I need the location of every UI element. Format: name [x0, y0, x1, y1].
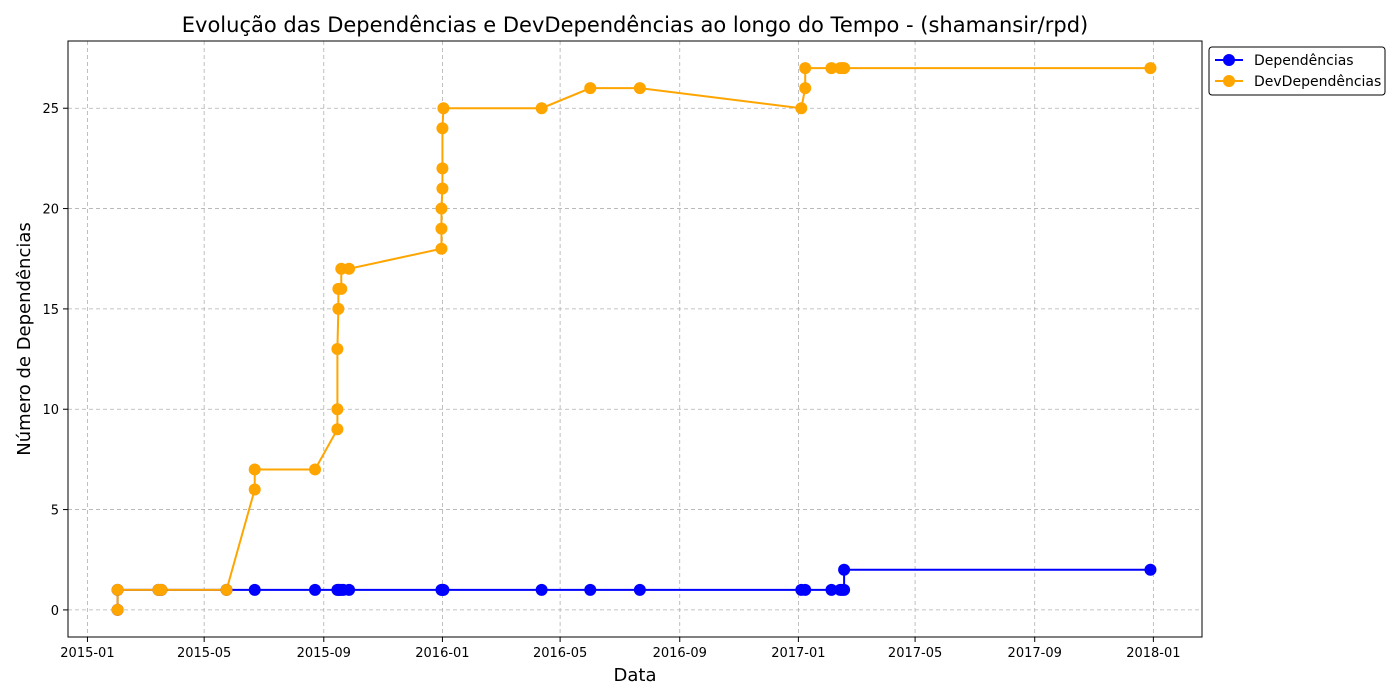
chart-title: Evolução das Dependências e DevDependênc… [182, 13, 1088, 37]
data-point-devdependencias [111, 603, 124, 616]
data-point-dependencias [838, 563, 851, 576]
data-point-devdependencias [248, 483, 261, 496]
series-points [111, 62, 1157, 616]
data-point-dependencias [838, 583, 851, 596]
y-tick-label: 5 [51, 504, 59, 519]
x-tick-label: 2017-09 [1008, 646, 1062, 661]
legend-label-dependencias: Dependências [1254, 53, 1354, 69]
legend-marker-dependencias [1223, 54, 1235, 66]
x-tick-label: 2016-09 [653, 646, 707, 661]
y-tick-label: 20 [42, 203, 59, 218]
x-tick-label: 2017-05 [888, 646, 942, 661]
data-point-dependencias [343, 583, 356, 596]
data-point-dependencias [535, 583, 548, 596]
y-tick-label: 10 [42, 403, 59, 418]
x-tick-label: 2015-09 [297, 646, 351, 661]
data-point-devdependencias [435, 202, 448, 215]
x-tick-label: 2016-01 [415, 646, 469, 661]
data-point-devdependencias [248, 463, 261, 476]
data-point-devdependencias [799, 62, 812, 75]
data-point-devdependencias [332, 302, 345, 315]
data-point-devdependencias [436, 182, 449, 195]
x-tick-label: 2015-05 [177, 646, 231, 661]
data-point-devdependencias [220, 583, 233, 596]
x-tick-label: 2017-01 [771, 646, 825, 661]
data-point-devdependencias [633, 82, 646, 95]
y-axis-ticks: 0 5 10 15 20 25 [42, 102, 68, 619]
y-tick-label: 15 [42, 303, 59, 318]
data-point-devdependencias [795, 102, 808, 115]
data-point-devdependencias [436, 162, 449, 175]
data-point-devdependencias [1144, 62, 1157, 75]
x-tick-label: 2018-01 [1126, 646, 1180, 661]
y-axis-label: Número de Dependências [14, 222, 35, 456]
data-point-dependencias [633, 583, 646, 596]
x-axis-ticks: 2015-01 2015-05 2015-09 2016-01 2016-05 2016-… [60, 637, 1181, 661]
data-point-devdependencias [799, 82, 812, 95]
data-point-devdependencias [111, 583, 124, 596]
data-point-devdependencias [435, 222, 448, 235]
y-tick-label: 0 [51, 604, 59, 619]
data-point-dependencias [1144, 563, 1157, 576]
data-point-devdependencias [155, 583, 168, 596]
legend-marker-devdependencias [1223, 75, 1235, 87]
data-point-dependencias [825, 583, 838, 596]
legend-box [1208, 46, 1386, 96]
data-point-devdependencias [343, 262, 356, 275]
data-point-devdependencias [331, 343, 344, 356]
data-point-devdependencias [838, 62, 851, 75]
data-point-devdependencias [309, 463, 322, 476]
data-point-dependencias [248, 583, 261, 596]
data-point-devdependencias [535, 102, 548, 115]
legend-label-devdependencias: DevDependências [1254, 74, 1381, 90]
series-line-devdependencias [116, 67, 1151, 610]
data-point-devdependencias [331, 423, 344, 436]
data-point-dependencias [309, 583, 322, 596]
legend: Dependências DevDependências [1208, 46, 1386, 96]
x-axis-label: Data [614, 665, 657, 686]
data-point-devdependencias [584, 82, 597, 95]
data-point-devdependencias [825, 62, 838, 75]
y-tick-label: 25 [42, 102, 59, 117]
x-tick-label: 2016-05 [533, 646, 587, 661]
data-point-dependencias [437, 583, 450, 596]
plot-frame [67, 40, 1203, 638]
data-point-dependencias [799, 583, 812, 596]
data-point-devdependencias [436, 122, 449, 135]
data-point-devdependencias [331, 403, 344, 416]
x-tick-label: 2015-01 [60, 646, 114, 661]
data-point-dependencias [584, 583, 597, 596]
data-point-devdependencias [335, 282, 348, 295]
data-point-devdependencias [437, 102, 450, 115]
data-point-devdependencias [435, 242, 448, 255]
